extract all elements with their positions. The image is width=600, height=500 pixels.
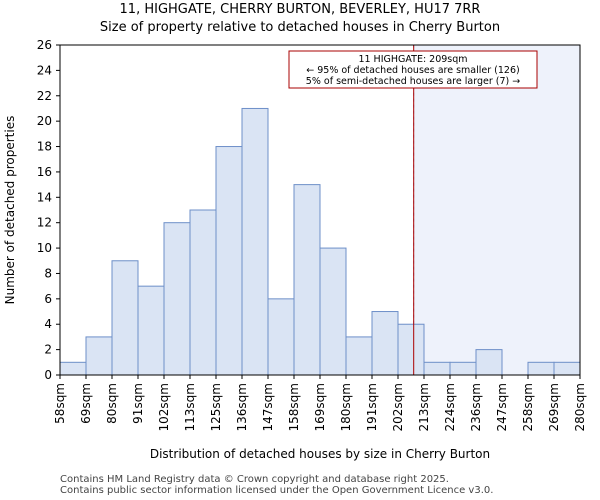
footer-licence: Contains public sector information licen…: [60, 485, 494, 496]
x-tick-label: 258sqm: [521, 383, 535, 431]
histogram-bar: [85, 336, 113, 376]
chart-subtitle: Size of property relative to detached ho…: [99, 20, 501, 35]
y-axis-label: Number of detached properties: [3, 116, 17, 305]
histogram-bar: [111, 260, 139, 376]
x-tick-label: 236sqm: [469, 383, 483, 431]
x-tick-label: 247sqm: [495, 383, 509, 431]
x-tick-label: 180sqm: [339, 383, 353, 431]
x-tick-label: 136sqm: [235, 383, 249, 431]
x-tick-label: 102sqm: [157, 383, 171, 431]
y-tick-label: 24: [37, 63, 52, 77]
x-tick-label: 224sqm: [443, 383, 457, 431]
y-tick-label: 2: [44, 343, 52, 357]
x-tick-label: 158sqm: [287, 383, 301, 431]
annotation-line-3: 5% of semi-detached houses are larger (7…: [306, 76, 520, 87]
y-tick-label: 0: [44, 368, 52, 382]
x-tick-label: 58sqm: [53, 383, 67, 424]
x-tick-label: 169sqm: [313, 383, 327, 431]
annotation-box: [288, 50, 538, 89]
y-tick-label: 12: [37, 216, 52, 230]
larger-region-highlight: [413, 44, 581, 376]
y-tick-label: 26: [37, 38, 52, 52]
x-tick-label: 202sqm: [391, 383, 405, 431]
histogram-bar: [293, 184, 321, 376]
histogram-bar: [319, 247, 347, 376]
x-tick-label: 191sqm: [365, 383, 379, 431]
y-tick-label: 6: [44, 292, 52, 306]
histogram-bar: [241, 107, 269, 376]
y-tick-label: 4: [44, 317, 52, 331]
histogram-bar: [397, 323, 425, 376]
histogram-bar: [449, 361, 477, 376]
histogram-bar: [553, 361, 581, 376]
footer-copyright: Contains HM Land Registry data © Crown c…: [60, 474, 449, 485]
histogram-bar: [475, 349, 503, 376]
histogram-bar: [137, 285, 165, 376]
histogram-bar: [189, 209, 217, 376]
x-axis-label: Distribution of detached houses by size …: [150, 447, 490, 461]
x-tick-label: 213sqm: [417, 383, 431, 431]
x-tick-label: 91sqm: [131, 383, 145, 424]
y-tick-label: 10: [37, 241, 52, 255]
y-tick-label: 16: [37, 165, 52, 179]
histogram-bar: [423, 361, 451, 376]
y-tick-label: 8: [44, 266, 52, 280]
histogram-bar: [163, 222, 191, 376]
x-tick-label: 125sqm: [209, 383, 223, 431]
y-tick-label: 22: [37, 89, 52, 103]
histogram-bar: [371, 311, 399, 376]
x-tick-label: 113sqm: [183, 383, 197, 431]
histogram-bar: [267, 298, 295, 376]
histogram-bar: [345, 336, 373, 376]
histogram-bar: [59, 361, 87, 376]
chart-title: 11, HIGHGATE, CHERRY BURTON, BEVERLEY, H…: [119, 2, 481, 17]
x-tick-label: 280sqm: [573, 383, 587, 431]
histogram-bar: [527, 361, 555, 376]
y-tick-label: 14: [37, 190, 52, 204]
y-tick-label: 20: [37, 114, 52, 128]
x-tick-label: 269sqm: [547, 383, 561, 431]
annotation-line-2: ← 95% of detached houses are smaller (12…: [306, 65, 519, 76]
histogram-bar: [215, 146, 243, 376]
x-tick-label: 147sqm: [261, 383, 275, 431]
y-tick-label: 18: [37, 140, 52, 154]
x-tick-label: 69sqm: [79, 383, 93, 424]
annotation-line-1: 11 HIGHGATE: 209sqm: [358, 54, 467, 65]
x-tick-label: 80sqm: [105, 383, 119, 424]
